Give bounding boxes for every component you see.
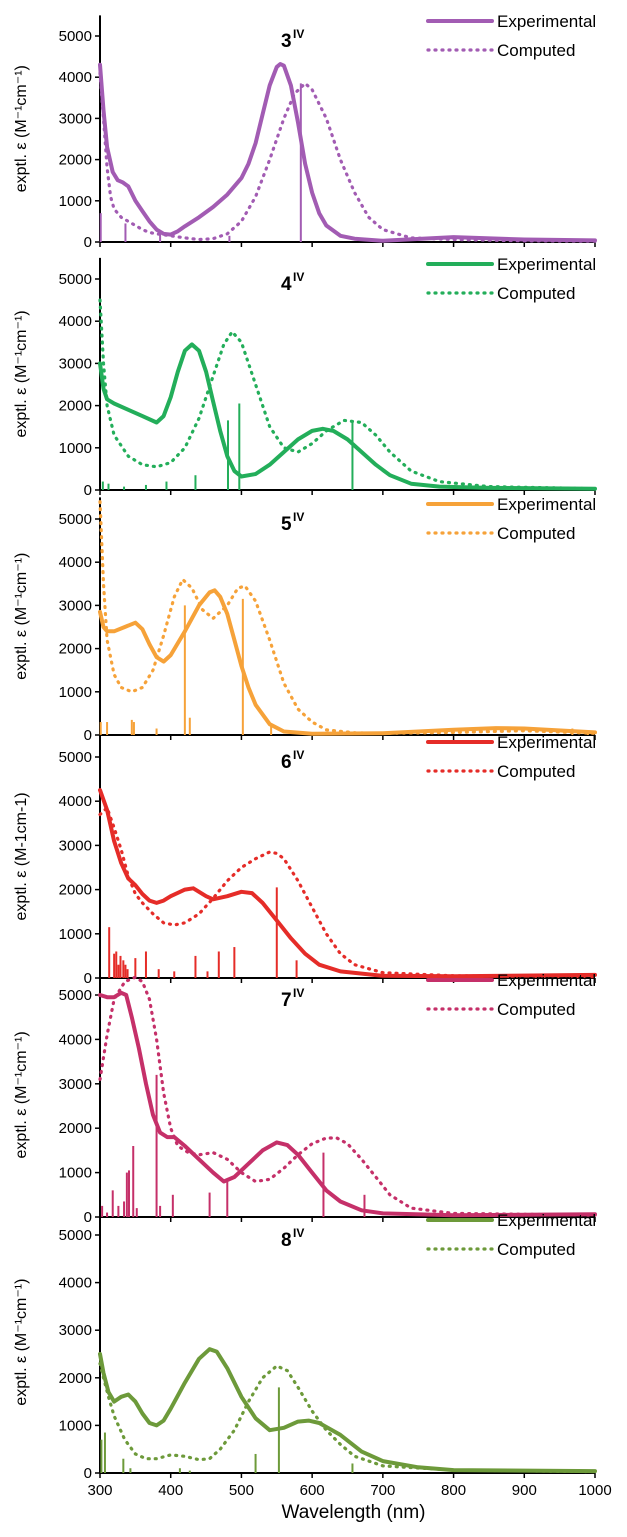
x-tick-label: 700 xyxy=(370,1482,395,1499)
panel-5-title: 5 xyxy=(281,514,292,535)
panel-7-y-axis-label: exptl. ε (M⁻¹cm⁻¹) xyxy=(13,1031,30,1158)
panel-4-title-superscript: IV xyxy=(293,270,304,284)
panel-5-y-tick-label: 3000 xyxy=(59,597,92,614)
panel-3-y-tick-label: 0 xyxy=(84,234,92,251)
panel-8-y-tick-label: 5000 xyxy=(59,1227,92,1244)
panel-6-legend-computed-label: Computed xyxy=(497,762,575,781)
x-tick-label: 400 xyxy=(158,1482,183,1499)
x-axis-label: Wavelength (nm) xyxy=(282,1502,426,1523)
panel-4-y-axis-label: exptl. ε (M⁻¹cm⁻¹) xyxy=(13,310,30,437)
panel-5-title-superscript: IV xyxy=(293,510,304,524)
panel-3-y-tick-label: 1000 xyxy=(59,193,92,210)
panel-8-y-tick-label: 2000 xyxy=(59,1370,92,1387)
panel-7-legend-experimental-label: Experimental xyxy=(497,971,596,990)
panel-3-title: 3 xyxy=(281,31,292,52)
panel-4-computed-series xyxy=(98,298,597,491)
panel-5-y-axis-label: exptl. ε (M⁻¹cm⁻¹) xyxy=(13,553,30,680)
panel-6-legend-experimental-label: Experimental xyxy=(497,733,596,752)
panel-4-y-tick-label: 0 xyxy=(84,482,92,499)
panel-4-title: 4 xyxy=(281,274,292,295)
panel-3-y-tick-label: 2000 xyxy=(59,152,92,169)
panel-6-y-tick-label: 1000 xyxy=(59,926,92,943)
panel-6-y-axis-label: exptl. ε (M-1cm-1) xyxy=(13,792,30,920)
panel-8-title-superscript: IV xyxy=(293,1226,304,1240)
panel-3-y-tick-label: 3000 xyxy=(59,110,92,127)
panel-7-y-tick-label: 4000 xyxy=(59,1031,92,1048)
panel-7-y-tick-label: 0 xyxy=(84,1209,92,1226)
panel-4-legend-experimental-label: Experimental xyxy=(497,255,596,274)
panel-4-y-tick-label: 5000 xyxy=(59,271,92,288)
x-tick-label: 900 xyxy=(512,1482,537,1499)
panel-7-y-tick-label: 5000 xyxy=(59,987,92,1004)
panel-6-y-tick-label: 2000 xyxy=(59,882,92,899)
panel-6-title-superscript: IV xyxy=(293,748,304,762)
panel-5-legend-experimental-label: Experimental xyxy=(497,495,596,514)
x-tick-label: 600 xyxy=(300,1482,325,1499)
panel-7-y-tick-label: 2000 xyxy=(59,1120,92,1137)
panel-5-y-tick-label: 5000 xyxy=(59,511,92,528)
panel-6-y-tick-label: 5000 xyxy=(59,749,92,766)
panel-5-computed-series xyxy=(98,500,597,735)
panel-7-y-tick-label: 3000 xyxy=(59,1076,92,1093)
panel-4-y-tick-label: 4000 xyxy=(59,313,92,330)
panel-8-y-tick-label: 3000 xyxy=(59,1322,92,1339)
panel-7-experimental-series xyxy=(98,990,597,1218)
panel-8-y-tick-label: 4000 xyxy=(59,1275,92,1292)
panel-7-title: 7 xyxy=(281,990,292,1011)
panel-4-y-tick-label: 3000 xyxy=(59,355,92,372)
panel-5-y-tick-label: 0 xyxy=(84,727,92,744)
panel-5-y-tick-label: 1000 xyxy=(59,684,92,701)
x-tick-label: 500 xyxy=(229,1482,254,1499)
panel-4-experimental-series xyxy=(98,342,597,491)
panel-8-y-tick-label: 1000 xyxy=(59,1417,92,1434)
panel-3-title-superscript: IV xyxy=(293,27,304,41)
panel-5-y-tick-label: 4000 xyxy=(59,554,92,571)
panel-8-computed-series xyxy=(98,1361,597,1474)
panel-8-legend-computed-label: Computed xyxy=(497,1240,575,1259)
panel-6-title: 6 xyxy=(281,752,292,773)
x-tick-label: 1000 xyxy=(578,1482,611,1499)
x-tick-label: 300 xyxy=(87,1482,112,1499)
panel-6-y-tick-label: 3000 xyxy=(59,837,92,854)
panel-7-computed-series xyxy=(98,975,597,1217)
panel-4-y-tick-label: 2000 xyxy=(59,398,92,415)
panel-3-computed-series xyxy=(98,71,597,243)
panel-3-y-tick-label: 5000 xyxy=(59,28,92,45)
panel-8-legend-experimental-label: Experimental xyxy=(497,1211,596,1230)
panel-5-experimental-series xyxy=(98,588,597,736)
panel-8-y-tick-label: 0 xyxy=(84,1465,92,1482)
panel-7-legend-computed-label: Computed xyxy=(497,1000,575,1019)
panel-7-y-tick-label: 1000 xyxy=(59,1165,92,1182)
panel-3-legend-computed-label: Computed xyxy=(497,41,575,60)
panel-3-legend-experimental-label: Experimental xyxy=(497,12,596,31)
panel-8-title: 8 xyxy=(281,1230,292,1251)
panel-5-legend-computed-label: Computed xyxy=(497,524,575,543)
panel-3-y-tick-label: 4000 xyxy=(59,69,92,86)
panel-6-y-tick-label: 0 xyxy=(84,970,92,987)
panel-4-y-tick-label: 1000 xyxy=(59,440,92,457)
panel-6-computed-series xyxy=(98,806,597,979)
panel-5-y-tick-label: 2000 xyxy=(59,641,92,658)
panel-6-experimental-series xyxy=(98,788,597,979)
panel-7-title-superscript: IV xyxy=(293,986,304,1000)
x-tick-label: 800 xyxy=(441,1482,466,1499)
panel-3-y-axis-label: exptl. ε (M⁻¹cm⁻¹) xyxy=(13,65,30,192)
panel-8-experimental-series xyxy=(98,1347,597,1474)
panel-6-y-tick-label: 4000 xyxy=(59,793,92,810)
panel-4-legend-computed-label: Computed xyxy=(497,284,575,303)
panel-8-y-axis-label: exptl. ε (M⁻¹cm⁻¹) xyxy=(13,1279,30,1406)
panel-3-experimental-series xyxy=(98,62,597,243)
